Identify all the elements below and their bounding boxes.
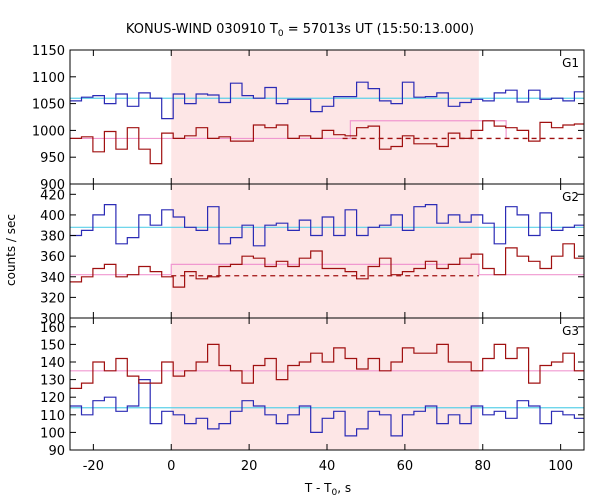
highlight-interval	[171, 184, 479, 318]
x-tick-label: 100	[548, 459, 573, 474]
y-axis-label: counts / sec	[4, 214, 18, 286]
panel-plot-area	[70, 81, 584, 165]
highlight-interval	[171, 318, 479, 450]
chart-title-sub: 0	[278, 29, 284, 39]
y-tick-label: 150	[40, 338, 65, 353]
pink-fit-box	[349, 120, 507, 139]
y-tick-label: 900	[40, 178, 65, 193]
y-tick-label: 300	[40, 312, 65, 327]
panels-group: 9009501000105011001150G13003203403603804…	[32, 44, 585, 474]
red-series-line	[70, 343, 584, 389]
y-tick-label: 100	[40, 426, 65, 441]
panel-g3: 90 100 110 120 130 140 150 160 G3	[40, 317, 585, 459]
blue-series-line	[70, 81, 584, 120]
panel-plot-area	[70, 343, 584, 437]
chart-title: KONUS-WIND 030910 T0 = 57013s UT (15:50:…	[126, 22, 474, 39]
y-tick-label: 90	[48, 444, 65, 459]
x-tick-label: 80	[474, 459, 491, 474]
y-tick-label: 130	[40, 374, 65, 389]
red-series-line	[70, 243, 584, 288]
pink-fit-box	[170, 263, 480, 275]
y-tick-label: 340	[40, 271, 65, 286]
y-tick-label: 120	[40, 391, 65, 406]
y-tick-label: 1100	[32, 71, 65, 86]
y-tick-label: 950	[40, 151, 65, 166]
x-tick-label: 60	[397, 459, 414, 474]
blue-series-line	[70, 379, 584, 437]
y-tick-label: 160	[40, 321, 65, 336]
y-tick-label: 360	[40, 250, 65, 265]
panel-plot-area	[70, 204, 584, 288]
y-tick-label: 1000	[32, 124, 65, 139]
x-tick-label: -20	[83, 459, 104, 474]
chart-title-rest: = 57013s UT (15:50:13.000)	[284, 22, 474, 37]
x-tick-label: 0	[167, 459, 175, 474]
x-tick-label: 40	[319, 459, 336, 474]
x-axis-label-main: T - T	[304, 481, 332, 495]
panel-g1: 900 950 1000 1050 1100 1150 G1	[32, 44, 585, 193]
panel-label: G2	[562, 190, 579, 204]
highlight-interval	[171, 50, 479, 184]
x-axis-label: T - T0, s	[304, 481, 351, 498]
y-tick-label: 400	[40, 209, 65, 224]
chart-title-main: KONUS-WIND 030910 T	[126, 22, 278, 37]
blue-series-line	[70, 204, 584, 247]
red-series-line	[70, 120, 584, 165]
panel-label: G3	[562, 324, 579, 338]
panel-label: G1	[562, 56, 579, 70]
y-tick-label: 320	[40, 291, 65, 306]
x-axis-label-sub: 0	[332, 488, 338, 498]
y-tick-label: 1150	[32, 44, 65, 59]
y-tick-label: 110	[40, 409, 65, 424]
y-tick-label: 380	[40, 230, 65, 245]
y-tick-label: 1050	[32, 98, 65, 113]
y-tick-label: 420	[40, 188, 65, 203]
panel-g2: 300 320 340 360 380 400 420 G2	[40, 183, 585, 327]
y-tick-label: 140	[40, 356, 65, 371]
x-axis-label-rest: , s	[337, 481, 351, 495]
x-tick-label: 20	[241, 459, 258, 474]
